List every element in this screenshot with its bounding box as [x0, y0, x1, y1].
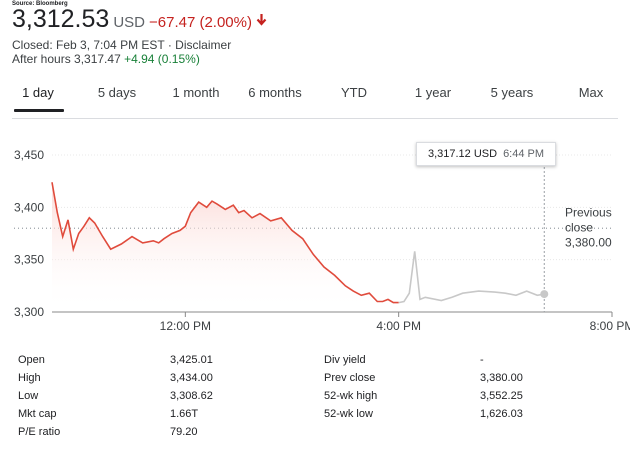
tab-1-day[interactable]: 1 day [22, 85, 54, 100]
quote-header: 3,312.53 USD −67.47 (2.00%) [12, 5, 267, 35]
y-tick-label: 3,300 [14, 305, 44, 319]
x-tick-label: 4:00 PM [376, 319, 421, 333]
stat-label-pe-ratio: P/E ratio [18, 426, 61, 438]
tab-5-years[interactable]: 5 years [490, 85, 534, 100]
previous-close-label: Previous [565, 205, 612, 219]
after-hours-price: After hours 3,317.47 [12, 52, 121, 66]
stat-label-prev-close: Prev close [324, 372, 376, 384]
stat-value-52wk-low: 1,626.03 [480, 408, 523, 420]
stat-label-high: High [18, 372, 41, 384]
active-tab-indicator [14, 109, 64, 112]
y-tick-label: 3,350 [14, 253, 44, 267]
tab-max[interactable]: Max [578, 85, 604, 100]
stat-label-low: Low [18, 390, 39, 402]
stat-label-52wk-high: 52-wk high [324, 390, 378, 402]
stat-value-high: 3,434.00 [170, 372, 213, 384]
after-hours-info: After hours 3,317.47 +4.94 (0.15%) [12, 52, 200, 66]
after-hours-change: +4.94 (0.15%) [124, 52, 200, 66]
stat-value-div-yield: - [480, 354, 484, 366]
tooltip-time: 6:44 PM [503, 148, 545, 160]
y-tick-label: 3,450 [14, 148, 44, 162]
regular-session-area [52, 182, 399, 312]
tab-ytd[interactable]: YTD [341, 85, 367, 100]
hover-tooltip: 3,317.12 USD 6:44 PM [416, 142, 556, 166]
down-arrow-icon [256, 13, 267, 32]
previous-close-label: 3,380.00 [565, 235, 612, 249]
hover-point [540, 290, 549, 299]
price-change: −67.47 (2.00%) [149, 14, 252, 31]
stat-label-div-yield: Div yield [324, 354, 366, 366]
tab-5-days[interactable]: 5 days [97, 85, 137, 100]
regular-session-line [51, 182, 399, 304]
stat-value-pe-ratio: 79.20 [170, 426, 198, 438]
y-tick-label: 3,400 [14, 200, 44, 214]
tab-1-month[interactable]: 1 month [172, 85, 220, 100]
after-hours-line [398, 251, 545, 304]
stat-value-open: 3,425.01 [170, 354, 213, 366]
range-tabs: 1 day 5 days 1 month 6 months YTD 1 year… [0, 80, 630, 112]
stat-label-mkt-cap: Mkt cap [18, 408, 57, 420]
tabs-divider [12, 118, 618, 119]
stat-value-prev-close: 3,380.00 [480, 372, 523, 384]
previous-close-label: close [565, 220, 593, 234]
stat-label-open: Open [18, 354, 45, 366]
closed-status: Closed: Feb 3, 7:04 PM EST · Disclaimer [12, 38, 232, 52]
source-label: Source: Bloomberg [12, 1, 68, 7]
stat-value-low: 3,308.62 [170, 390, 213, 402]
tab-1-year[interactable]: 1 year [414, 85, 452, 100]
currency-label: USD [113, 14, 145, 31]
x-tick-label: 12:00 PM [160, 319, 211, 333]
x-tick-label: 8:00 PM [590, 319, 630, 333]
tab-6-months[interactable]: 6 months [248, 85, 302, 100]
stat-value-52wk-high: 3,552.25 [480, 390, 523, 402]
current-price: 3,312.53 [12, 5, 110, 33]
tooltip-price: 3,317.12 USD [427, 148, 498, 160]
stat-label-52wk-low: 52-wk low [324, 408, 373, 420]
stat-value-mkt-cap: 1.66T [170, 408, 199, 420]
